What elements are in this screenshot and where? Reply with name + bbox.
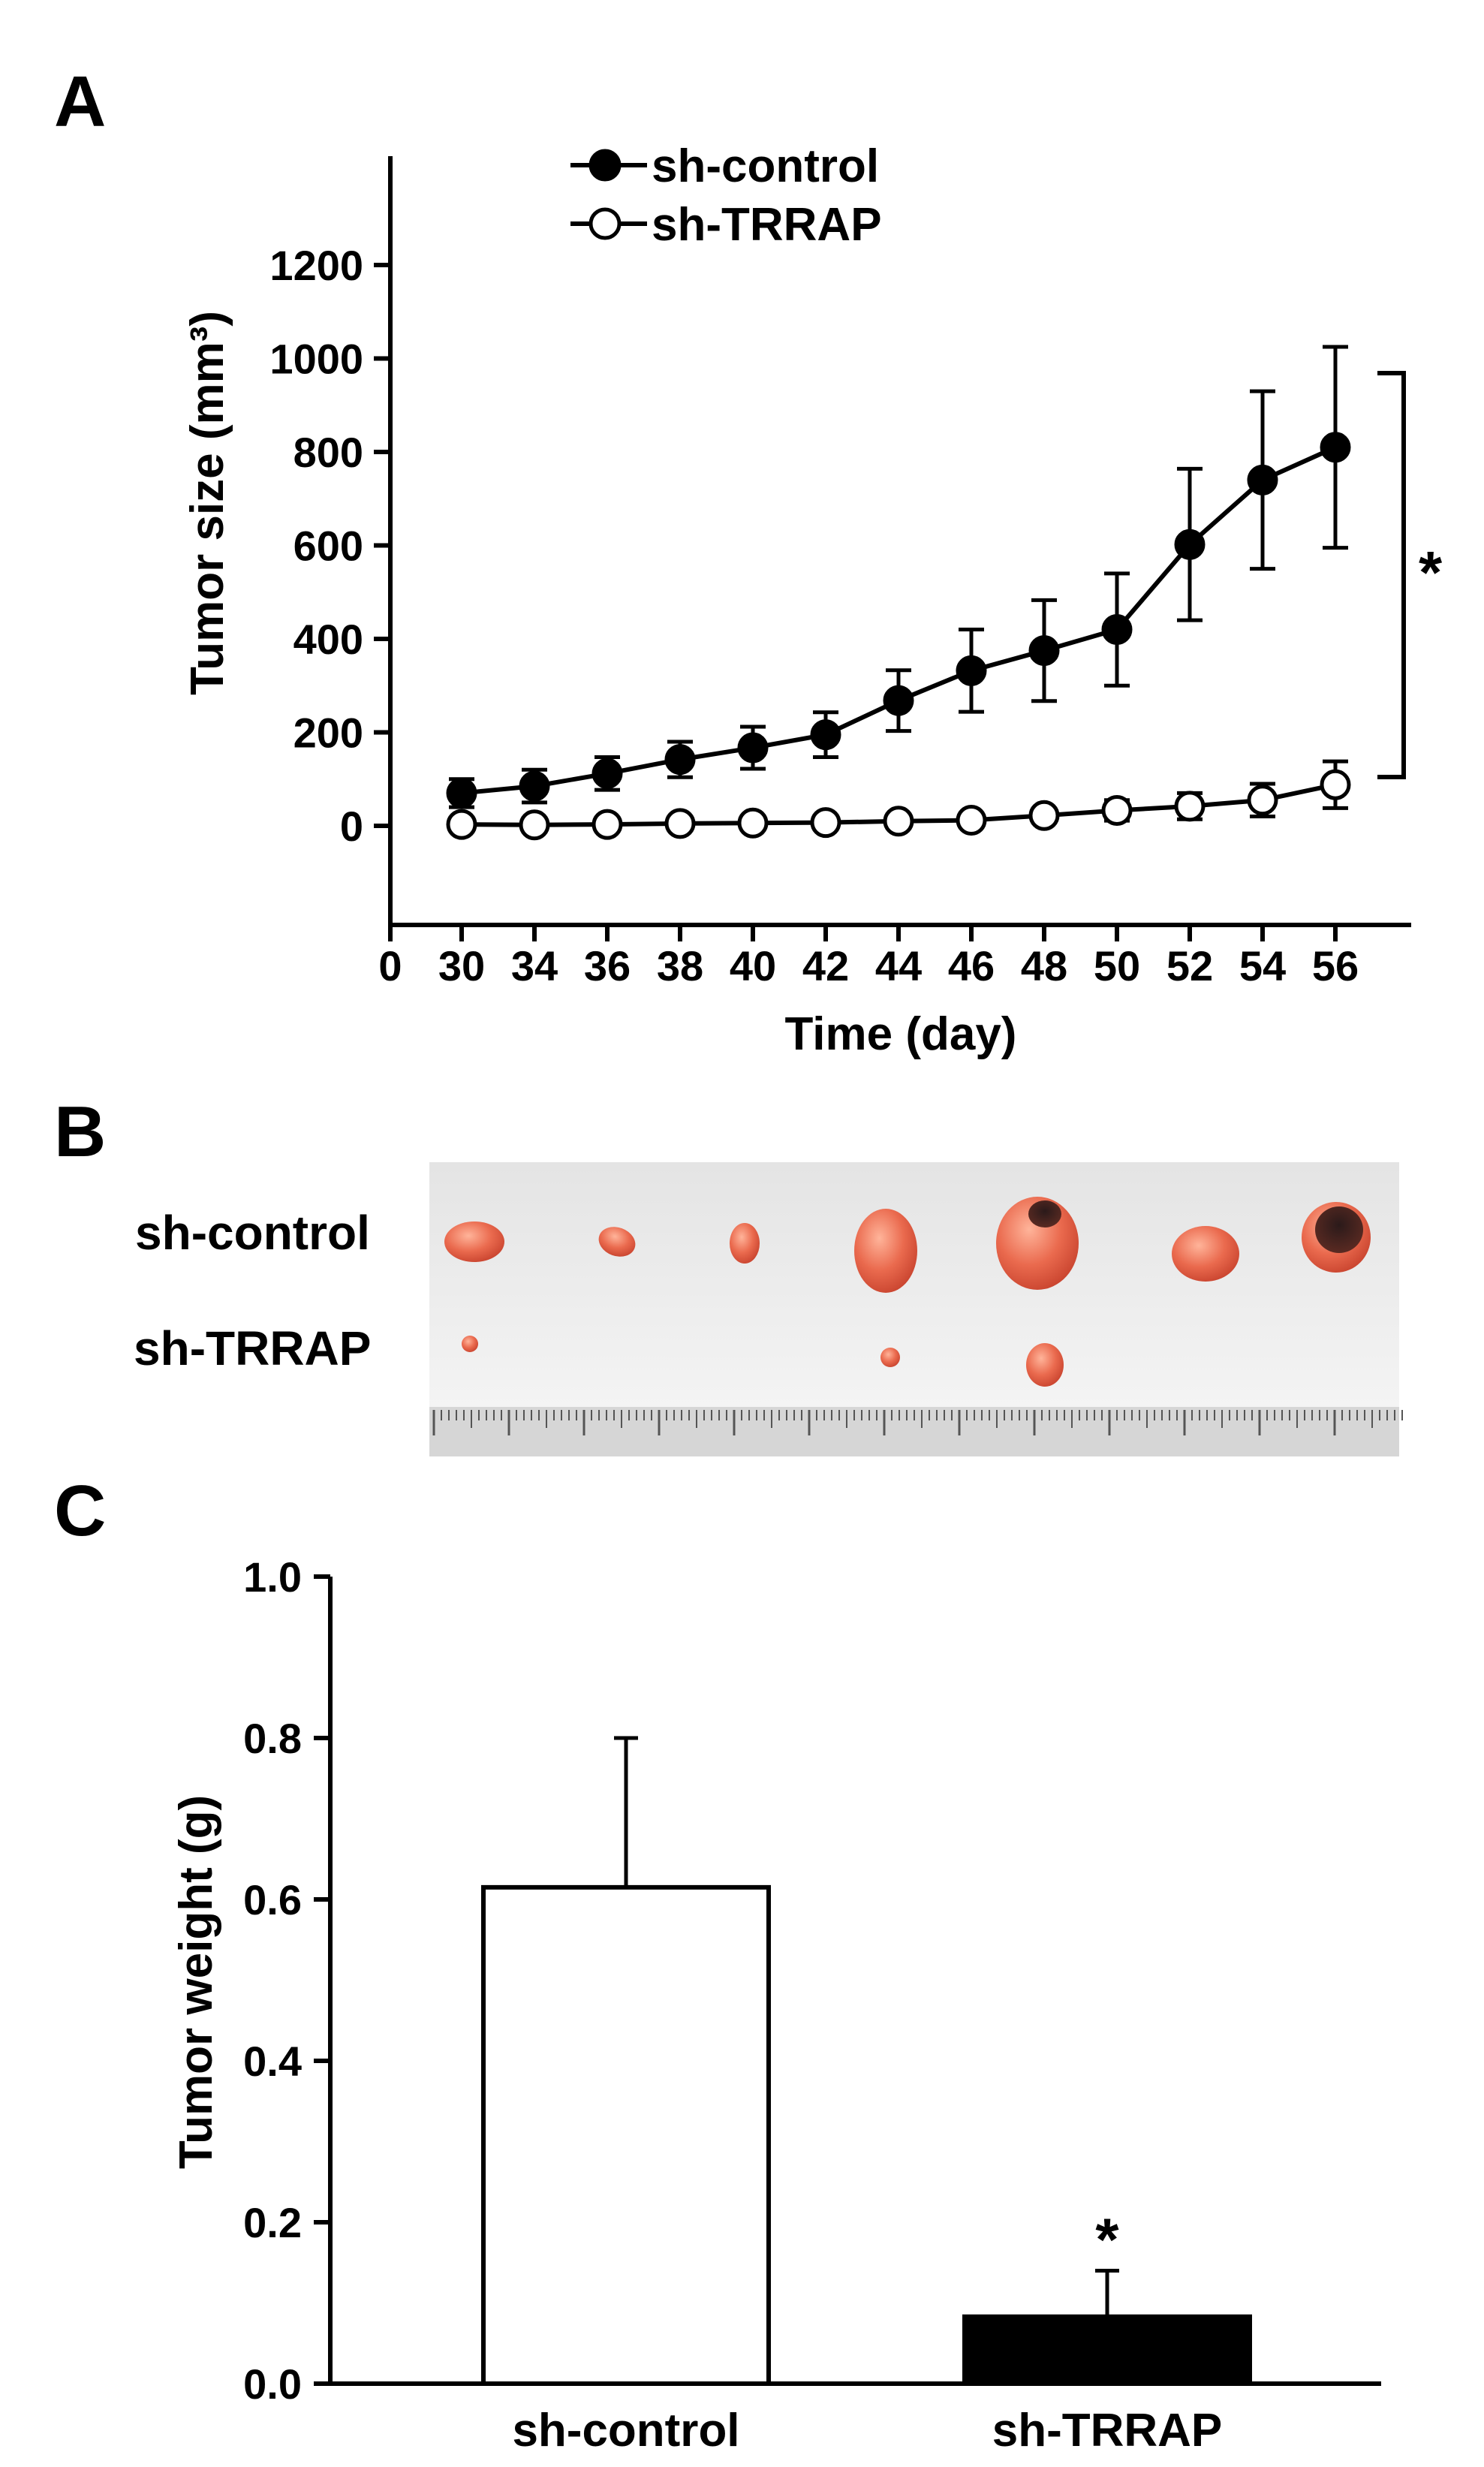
x-tick-label-a: 56 [1312, 942, 1359, 990]
data-point [1028, 635, 1060, 667]
x-tick-label-a: 50 [1094, 942, 1140, 990]
row-label-sh-control: sh-control [135, 1206, 370, 1260]
data-point [591, 758, 623, 789]
tumor-photograph [429, 1162, 1403, 1456]
series-sh-trrap [446, 759, 1351, 841]
y-tick-label-a: 0 [340, 803, 363, 850]
data-point [519, 809, 550, 841]
panel-letter-c: C [54, 1471, 106, 1551]
legend-marker-sh-trrap [588, 207, 622, 240]
y-tick-label-a: 800 [293, 429, 363, 476]
bar-sh-control [481, 1884, 771, 2386]
data-point [591, 809, 623, 840]
y-ticks-c: 0.0 0.2 0.4 0.6 0.8 1.0 [243, 1553, 330, 2408]
data-point [883, 685, 914, 716]
y-tick-label-a: 1000 [269, 336, 363, 383]
x-tick-label-a: 42 [802, 942, 849, 990]
series-line [461, 445, 1337, 796]
category-label-c: sh-control [512, 2405, 739, 2456]
x-tick-label-a: 34 [511, 942, 558, 990]
x-tick-label-a: 48 [1021, 942, 1067, 990]
data-point [1320, 432, 1351, 463]
x-tick-label-a: 44 [875, 942, 922, 990]
data-point [1320, 769, 1351, 800]
x-tick-label-a: 40 [730, 942, 776, 990]
panel-a-line-chart: 0 200 400 600 800 1000 1200 0 30 34 36 38 40 42 44 46 4… [182, 140, 1443, 1060]
ruler-ticks [432, 1410, 1403, 1435]
data-point [883, 806, 914, 837]
y-tick-label-c: 0.4 [243, 2038, 302, 2085]
y-axis-title-a: Tumor size (mm³) [182, 311, 233, 695]
series-group-a [446, 345, 1351, 841]
data-point [956, 805, 987, 836]
data-point [1247, 464, 1278, 496]
tumor-control-3 [730, 1223, 760, 1264]
data-point [1247, 785, 1278, 816]
tumor-control-4 [854, 1209, 917, 1293]
data-point [737, 807, 769, 839]
significance-bracket-a [1377, 371, 1406, 779]
x-tick-label-a: 38 [657, 942, 703, 990]
data-point [519, 770, 550, 802]
data-point [956, 655, 987, 686]
y-tick-label-a: 600 [293, 523, 363, 570]
legend-label-sh-control: sh-control [652, 140, 879, 192]
x-tick-label-a: 0 [378, 942, 402, 990]
data-point [737, 732, 769, 764]
panel-letter-a: A [54, 62, 106, 142]
y-tick-label-c: 0.2 [243, 2199, 302, 2246]
x-tick-label-a: 52 [1166, 942, 1213, 990]
data-point [1028, 800, 1060, 831]
data-point [1101, 794, 1133, 826]
x-tick-label-a: 30 [438, 942, 485, 990]
data-point [446, 777, 477, 809]
y-tick-label-a: 400 [293, 616, 363, 663]
y-tick-label-c: 0.0 [243, 2360, 302, 2408]
legend-marker-sh-control [588, 149, 622, 182]
y-tick-label-c: 1.0 [243, 1553, 302, 1601]
data-point [810, 807, 841, 839]
panel-letter-b: B [54, 1092, 106, 1172]
tumor-control-7-dark-spot [1315, 1206, 1363, 1253]
tumor-control-6 [1172, 1226, 1239, 1282]
y-tick-label-a: 1200 [269, 242, 363, 289]
x-tick-label-a: 46 [948, 942, 995, 990]
tumor-trrap-3 [1026, 1343, 1064, 1387]
row-label-sh-trrap: sh-TRRAP [134, 1321, 371, 1375]
legend-label-sh-trrap: sh-TRRAP [652, 199, 882, 251]
y-tick-label-c: 0.8 [243, 1715, 302, 1762]
tumor-control-1 [444, 1221, 504, 1262]
bars-c: sh-control sh-TRRAP * [481, 1736, 1252, 2456]
data-point [446, 809, 477, 840]
tumor-control-2 [598, 1227, 636, 1257]
data-point [810, 719, 841, 751]
data-point [1174, 791, 1206, 822]
legend-a: sh-control sh-TRRAP [570, 140, 882, 251]
y-tick-label-a: 200 [293, 709, 363, 757]
x-tick-label-a: 54 [1239, 942, 1286, 990]
data-point [1101, 614, 1133, 646]
tumor-trrap-1 [462, 1336, 478, 1352]
y-tick-label-c: 0.6 [243, 1876, 302, 1923]
x-axis-title-a: Time (day) [785, 1008, 1017, 1060]
x-ticks-a: 0 30 34 36 38 40 42 44 46 48 50 52 54 56 [378, 925, 1359, 990]
data-point [664, 744, 696, 776]
category-label-c: sh-TRRAP [992, 2405, 1223, 2456]
y-ticks-a: 0 200 400 600 800 1000 1200 [269, 242, 390, 850]
tumor-control-5-dark-spot [1028, 1200, 1061, 1227]
panel-c-bar-chart: 0.0 0.2 0.4 0.6 0.8 1.0 sh-control sh-TRRAP * T… [170, 1553, 1381, 2456]
data-point [664, 808, 696, 839]
series-sh-control [446, 345, 1351, 809]
y-axis-title-c: Tumor weight (g) [170, 1795, 222, 2169]
bar-sh-trrap [962, 2314, 1252, 2386]
x-tick-label-a: 36 [584, 942, 631, 990]
significance-star-a: * [1419, 539, 1443, 606]
significance-star-c: * [1095, 2206, 1119, 2273]
data-point [1174, 529, 1206, 560]
tumor-trrap-2 [880, 1348, 900, 1367]
